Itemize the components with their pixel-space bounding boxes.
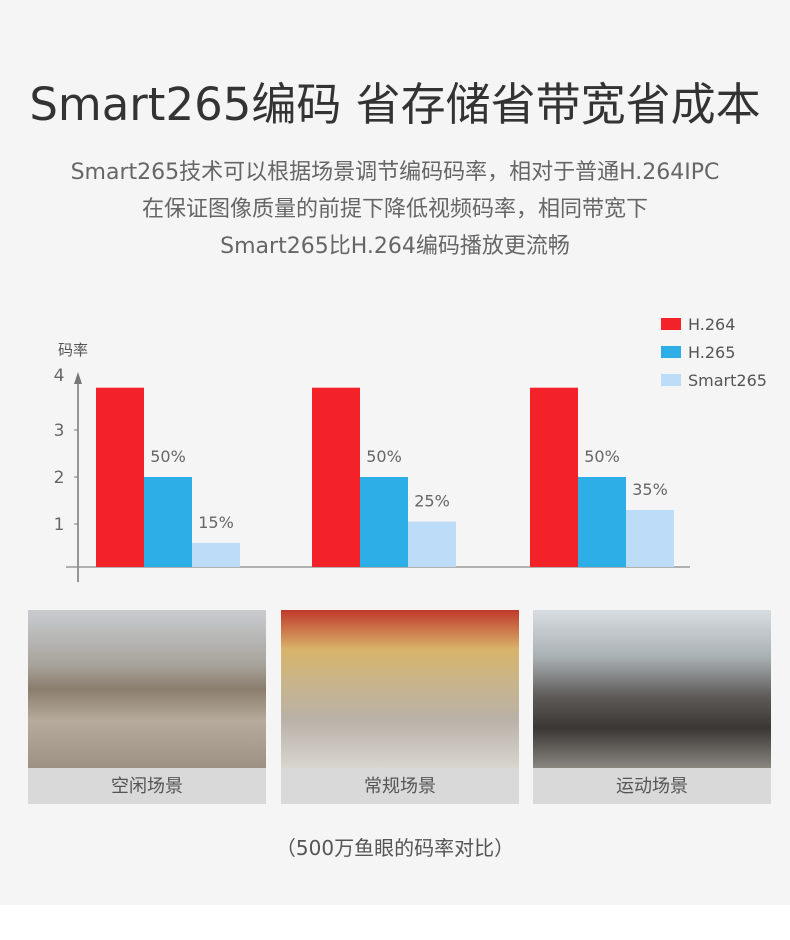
normal-scene-caption: 常规场景 xyxy=(281,768,519,804)
legend-label: Smart265 xyxy=(688,371,767,390)
subtitle-line-1: Smart265技术可以根据场景调节编码码率，相对于普通H.264IPC xyxy=(70,160,720,185)
y-tick-label: 1 xyxy=(54,515,65,535)
data-label: 25% xyxy=(414,492,450,511)
y-tick-label: 4 xyxy=(54,366,65,386)
bitrate-bar-chart: 码率 1 2 3 4 50% 15% 50% 25% 50% 35% H.264 H.265 Smart2… xyxy=(54,315,767,582)
data-label: 35% xyxy=(632,480,668,499)
bar-smart265-3 xyxy=(626,509,674,567)
subtitle-line-2: 在保证图像质量的前提下降低视频码率，相同带宽下 xyxy=(141,197,648,222)
y-tick-label: 3 xyxy=(54,421,65,441)
data-label: 50% xyxy=(366,447,402,466)
legend-label: H.264 xyxy=(688,315,735,334)
bar-h264-1 xyxy=(96,387,144,567)
bar-h265-3 xyxy=(578,477,626,567)
bar-smart265-1 xyxy=(192,542,240,567)
footnote: （500万鱼眼的码率对比） xyxy=(275,836,515,860)
y-axis-label: 码率 xyxy=(58,341,88,359)
bar-smart265-2 xyxy=(408,521,456,567)
legend-label: H.265 xyxy=(688,343,735,362)
idle-scene-caption: 空闲场景 xyxy=(28,768,266,804)
subtitle-line-3: Smart265比H.264编码播放更流畅 xyxy=(220,234,570,259)
normal-scene-photo xyxy=(281,610,519,768)
bar-h265-2 xyxy=(360,477,408,567)
data-label: 15% xyxy=(198,513,234,532)
bottom-band xyxy=(0,905,790,940)
legend-swatch xyxy=(661,374,681,386)
page-title: Smart265编码 省存储省带宽省成本 xyxy=(29,78,761,131)
bar-h264-3 xyxy=(530,387,578,567)
motion-scene-caption: 运动场景 xyxy=(533,768,771,804)
y-tick-label: 2 xyxy=(54,468,65,488)
legend-swatch xyxy=(661,318,681,330)
data-label: 50% xyxy=(150,447,186,466)
idle-scene-photo xyxy=(28,610,266,768)
motion-scene-photo xyxy=(533,610,771,768)
data-label: 50% xyxy=(584,447,620,466)
y-axis-arrow-icon xyxy=(74,372,82,384)
bar-h265-1 xyxy=(144,477,192,567)
legend-swatch xyxy=(661,346,681,358)
bar-h264-2 xyxy=(312,387,360,567)
